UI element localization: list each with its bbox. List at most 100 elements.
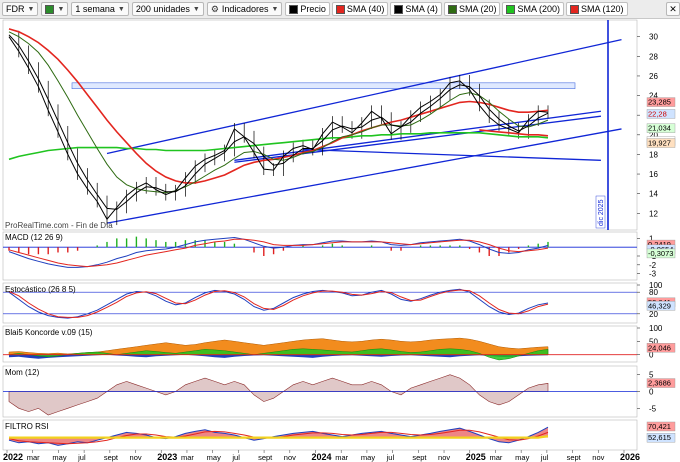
y-tick-label: -2 (649, 261, 657, 270)
stoch-line (8, 288, 549, 319)
price-tag-label: 21,034 (648, 124, 671, 133)
resistance-zone (71, 82, 576, 90)
y-tick-label: 80 (649, 288, 658, 297)
price-tag (646, 301, 676, 311)
x-tick-label: jul (386, 453, 395, 462)
indicators-label: Indicadores (221, 4, 269, 14)
stoch-line (8, 289, 549, 318)
x-tick-label: may (207, 453, 221, 462)
y-tick-label: 30 (649, 33, 658, 42)
x-tick-label: nov (130, 453, 142, 462)
watermark: ProRealTime.com - Fin de Día (5, 221, 113, 230)
x-tick-label: jul (77, 453, 86, 462)
chevron-down-icon: ▼ (27, 5, 35, 13)
chevron-down-icon: ▼ (271, 5, 279, 13)
price-tag (646, 248, 676, 259)
panel-price (2, 19, 638, 231)
y-tick-label: 0 (649, 388, 654, 397)
series-line-sma200 (8, 132, 549, 161)
chevron-down-icon: ▼ (192, 5, 200, 13)
units-label: 200 unidades (135, 4, 190, 14)
legend-label: SMA (4) (405, 4, 438, 14)
y-tick-label: 100 (649, 281, 663, 290)
period-select[interactable]: 1 semana ▼ (71, 2, 129, 16)
legend-label: SMA (20) (458, 4, 497, 14)
legend-item[interactable]: SMA (40) (331, 2, 389, 16)
x-tick-label: jul (231, 453, 240, 462)
price-tag (646, 421, 676, 432)
indicators-button[interactable]: ⚙ Indicadores ▼ (206, 2, 283, 16)
price-tag-label: 70,421 (648, 422, 671, 431)
series-color-icon (447, 4, 457, 14)
y-tick-label: 18 (649, 150, 658, 159)
x-tick-label: 2025 (466, 452, 486, 462)
price-tag-label: 22,28 (648, 109, 667, 118)
y-tick-label: 20 (649, 131, 658, 140)
color-swatch-icon (45, 4, 55, 14)
target-date-badge (595, 195, 606, 229)
chart-canvas[interactable]: dic 2025 12 14 16 18 2022 24 26 28 30 23,285 22,28 2… (0, 19, 680, 462)
x-tick-label: mar (27, 453, 40, 462)
series-line-sma120 (479, 129, 549, 137)
x-tick-label: sept (104, 453, 119, 462)
units-select[interactable]: 200 unidades ▼ (131, 2, 204, 16)
y-tick-label: 28 (649, 52, 658, 61)
price-tag-label: 52,615 (648, 433, 671, 442)
y-tick-label: 100 (649, 324, 663, 333)
macd-line-señal (8, 238, 549, 268)
price-tag (646, 109, 676, 119)
price-tag-label: 0,2419 (648, 240, 671, 249)
series-line-sma4 (8, 34, 549, 210)
x-tick-label: may (52, 453, 66, 462)
period-label: 1 semana (75, 4, 115, 14)
support-line (302, 148, 601, 161)
legend-item[interactable]: SMA (4) (390, 2, 442, 16)
koncorde-title: Blai5 Koncorde v.09 (15) (5, 328, 93, 337)
koncorde-big-hands-area (9, 354, 548, 359)
price-tag-label: 23,285 (648, 98, 671, 107)
stoch-title: Estocástico (26 8 5) (5, 285, 76, 294)
macd-title: MACD (12 26 9) (5, 233, 63, 242)
x-tick-label: nov (284, 453, 296, 462)
price-tag-label: 46,329 (648, 301, 671, 310)
macd-line-macd (8, 236, 549, 268)
series-line-sma40 (8, 28, 549, 184)
x-tick-label: nov (592, 453, 604, 462)
x-tick-label: 2023 (157, 452, 177, 462)
x-tick-label: nov (438, 453, 450, 462)
x-tick-label: may (361, 453, 375, 462)
y-tick-label: -5 (649, 404, 657, 413)
price-tag (646, 343, 676, 353)
price-tag (646, 97, 676, 107)
x-tick-label: 2024 (312, 452, 332, 462)
symbol-select[interactable]: FDR ▼ (2, 2, 39, 16)
y-tick-label: 24 (649, 92, 658, 101)
x-tick-label: jul (540, 453, 549, 462)
x-tick-label: sept (258, 453, 273, 462)
legend-item[interactable]: SMA (200) (502, 2, 564, 16)
color-picker-button[interactable]: ▼ (41, 2, 69, 16)
price-tag (646, 123, 676, 133)
legend-item[interactable]: SMA (120) (565, 2, 628, 16)
series-color-icon (289, 4, 299, 14)
rsi-title: FILTRO RSI (5, 422, 48, 431)
legend-item[interactable]: Precio (285, 2, 330, 16)
legend-item[interactable]: SMA (20) (443, 2, 501, 16)
legend-label: SMA (40) (346, 4, 385, 14)
rsi-line (9, 435, 549, 439)
rsi-line (8, 426, 549, 446)
x-tick-label: mar (335, 453, 348, 462)
price-tag-label: 19,927 (648, 139, 671, 148)
close-button[interactable]: ✕ (666, 2, 680, 16)
legend: Precio SMA (40) SMA (4) SMA (20) SMA (200) SM… (285, 2, 628, 16)
y-tick-label: 16 (649, 170, 658, 179)
y-tick-label: 50 (649, 337, 658, 346)
price-tag-label: -0,3073 (648, 249, 673, 258)
chevron-down-icon: ▼ (117, 5, 125, 13)
series-color-icon (394, 4, 404, 14)
trend-line-1 (234, 110, 602, 161)
y-tick-label: -3 (649, 270, 657, 279)
toolbar: FDR ▼ ▼ 1 semana ▼ 200 unidades ▼ ⚙ Indi… (0, 0, 680, 19)
x-tick-label: mar (181, 453, 194, 462)
y-tick-label: 0 (649, 351, 654, 360)
